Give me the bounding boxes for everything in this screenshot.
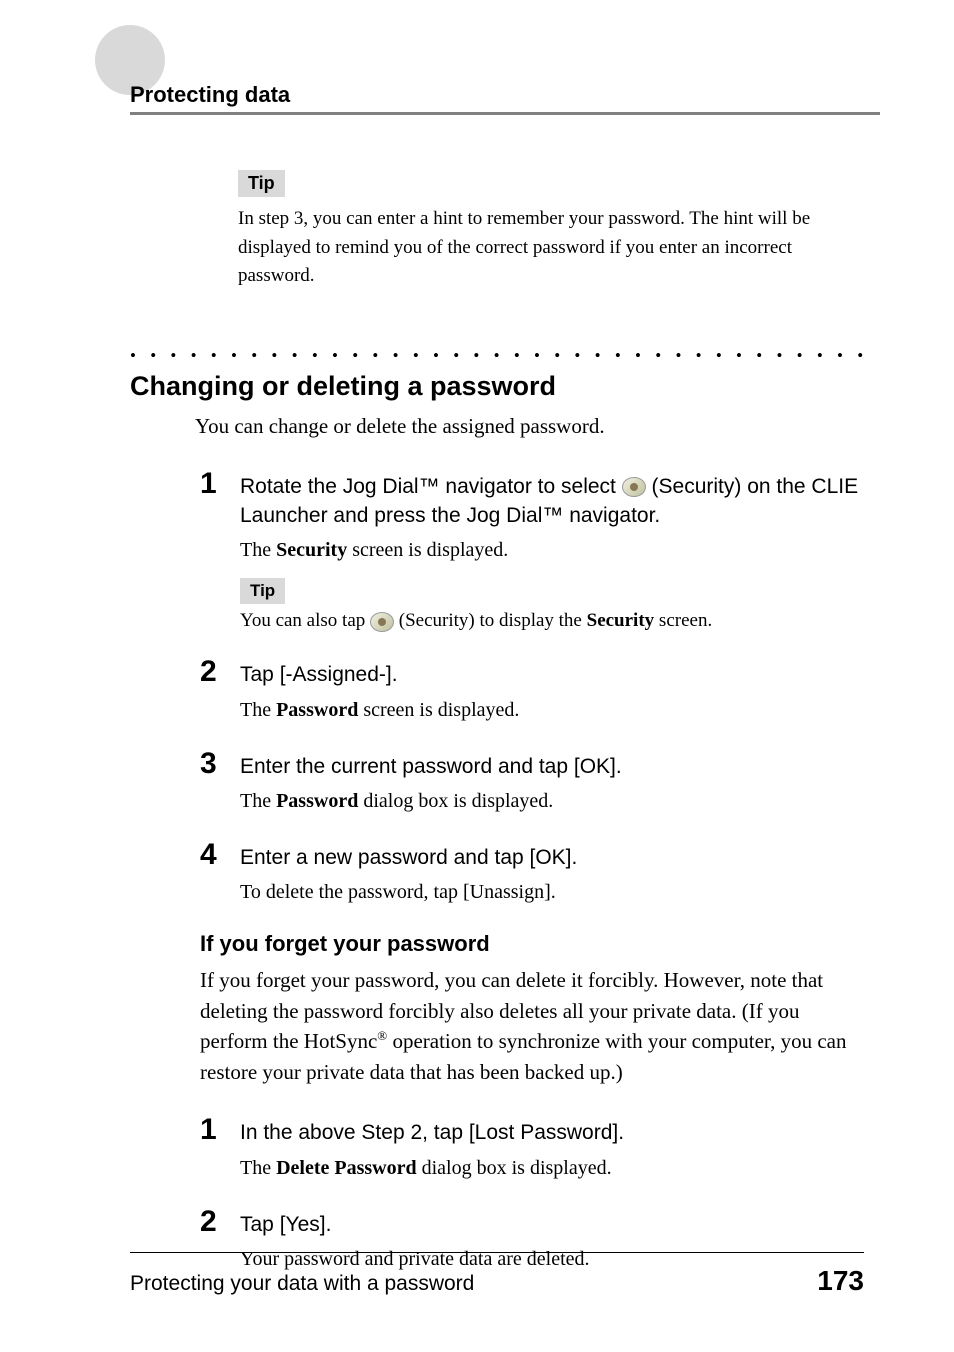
text: Rotate the Jog Dial™ navigator to select (240, 475, 622, 498)
step-number: 1 (200, 1115, 240, 1181)
step-2: 2 Tap [-Assigned-]. The Password screen … (200, 657, 864, 723)
step-3: 3 Enter the current password and tap [OK… (200, 749, 864, 815)
footer-text: Protecting your data with a password (130, 1272, 474, 1296)
step-detail: To delete the password, tap [Unassign]. (240, 878, 864, 906)
subsection-text: If you forget your password, you can del… (200, 965, 864, 1087)
step-detail: The Security screen is displayed. (240, 536, 864, 564)
text: The (240, 699, 276, 721)
security-icon (370, 612, 394, 632)
step-detail: The Delete Password dialog box is displa… (240, 1154, 864, 1182)
bold-text: Password (276, 790, 358, 812)
forgot-step-1: 1 In the above Step 2, tap [Lost Passwor… (200, 1115, 864, 1181)
content-area: Tip In step 3, you can enter a hint to r… (0, 120, 954, 1273)
tip-label: Tip (240, 578, 285, 604)
section-title: Changing or deleting a password (130, 371, 864, 402)
step-number: 4 (200, 840, 240, 906)
section-intro: You can change or delete the assigned pa… (195, 414, 864, 439)
step-instruction: Enter a new password and tap [OK]. (240, 843, 864, 872)
header-title: Protecting data (130, 82, 290, 108)
step-body: Enter the current password and tap [OK].… (240, 749, 864, 815)
step-body: Rotate the Jog Dial™ navigator to select… (240, 469, 864, 633)
tip-text: You can also tap (Security) to display t… (240, 610, 864, 632)
subsection-title: If you forget your password (200, 931, 864, 957)
footer-line (130, 1252, 864, 1253)
step-number: 3 (200, 749, 240, 815)
text: The (240, 790, 276, 812)
step-instruction: Tap [-Assigned-]. (240, 660, 864, 689)
step-instruction: Enter the current password and tap [OK]. (240, 752, 864, 781)
step-instruction: In the above Step 2, tap [Lost Password]… (240, 1118, 864, 1147)
header-underline (130, 112, 880, 115)
text: (Security) to display the (394, 610, 587, 631)
step-detail: The Password screen is displayed. (240, 696, 864, 724)
text: The (240, 539, 276, 561)
registered-mark: ® (377, 1028, 387, 1043)
step-detail: The Password dialog box is displayed. (240, 787, 864, 815)
text: dialog box is displayed. (358, 790, 553, 812)
step-number: 2 (200, 657, 240, 723)
text: screen is displayed. (347, 539, 508, 561)
step-body: Enter a new password and tap [OK]. To de… (240, 840, 864, 906)
step-4: 4 Enter a new password and tap [OK]. To … (200, 840, 864, 906)
page-footer: Protecting your data with a password 173 (130, 1252, 864, 1297)
step-body: Tap [-Assigned-]. The Password screen is… (240, 657, 864, 723)
text: The (240, 1157, 276, 1179)
step-number: 1 (200, 469, 240, 633)
step-body: In the above Step 2, tap [Lost Password]… (240, 1115, 864, 1181)
page-number: 173 (817, 1265, 864, 1297)
bold-text: Delete Password (276, 1157, 417, 1179)
step-instruction: Rotate the Jog Dial™ navigator to select… (240, 472, 864, 531)
tip-label: Tip (238, 170, 285, 197)
text: You can also tap (240, 610, 370, 631)
text: screen is displayed. (358, 699, 519, 721)
footer-row: Protecting your data with a password 173 (130, 1265, 864, 1297)
step-instruction: Tap [Yes]. (240, 1210, 864, 1239)
bold-text: Security (587, 610, 655, 631)
step-1: 1 Rotate the Jog Dial™ navigator to sele… (200, 469, 864, 633)
security-icon (622, 477, 646, 497)
text: screen. (654, 610, 712, 631)
tip-text: In step 3, you can enter a hint to remem… (238, 205, 864, 291)
bold-text: Security (276, 539, 347, 561)
bold-text: Password (276, 699, 358, 721)
text: dialog box is displayed. (417, 1157, 612, 1179)
page-header: Protecting data (0, 0, 954, 120)
section-divider-dots: • • • • • • • • • • • • • • • • • • • • … (130, 346, 864, 366)
